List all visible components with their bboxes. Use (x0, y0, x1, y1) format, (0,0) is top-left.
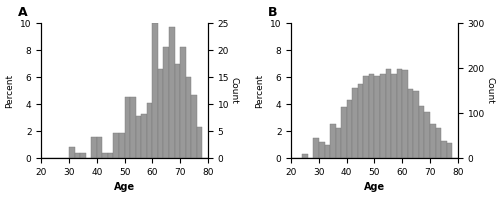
Bar (169, 27, 174, 158)
Bar (358, 84, 364, 158)
Bar (391, 74, 396, 158)
Bar (302, 154, 308, 158)
Bar (346, 100, 352, 158)
Bar (158, 69, 164, 158)
Bar (186, 77, 191, 158)
Bar (408, 89, 414, 158)
Bar (352, 88, 358, 158)
Bar (314, 138, 319, 158)
Bar (341, 107, 346, 158)
Bar (191, 95, 196, 158)
Bar (386, 69, 391, 158)
Bar (180, 48, 186, 158)
Bar (364, 76, 369, 158)
Bar (330, 124, 336, 158)
Bar (124, 97, 130, 158)
Y-axis label: Count: Count (486, 77, 494, 104)
Bar (108, 153, 114, 158)
Bar (324, 145, 330, 158)
Bar (69, 147, 74, 158)
Bar (419, 106, 424, 158)
Bar (414, 91, 419, 158)
Bar (380, 74, 386, 158)
Bar (97, 137, 102, 158)
Bar (174, 64, 180, 158)
Bar (319, 142, 324, 158)
Bar (80, 153, 86, 158)
Bar (441, 141, 446, 158)
Bar (396, 69, 402, 158)
Text: A: A (18, 6, 28, 19)
Bar (336, 129, 341, 158)
Bar (430, 124, 436, 158)
Y-axis label: Percent: Percent (6, 74, 15, 108)
Bar (196, 127, 202, 158)
Bar (74, 153, 80, 158)
Bar (369, 74, 374, 158)
Bar (446, 143, 452, 158)
Bar (119, 132, 124, 158)
Bar (141, 114, 147, 158)
Bar (136, 116, 141, 158)
Y-axis label: Count: Count (230, 77, 239, 104)
X-axis label: Age: Age (114, 182, 135, 192)
Bar (424, 112, 430, 158)
Text: B: B (268, 6, 278, 19)
Bar (152, 23, 158, 158)
Y-axis label: Percent: Percent (256, 74, 264, 108)
Bar (147, 103, 152, 158)
Bar (436, 129, 441, 158)
Bar (164, 48, 169, 158)
Bar (92, 137, 97, 158)
Bar (402, 70, 408, 158)
Bar (130, 97, 136, 158)
Bar (374, 76, 380, 158)
X-axis label: Age: Age (364, 182, 385, 192)
Bar (102, 153, 108, 158)
Bar (114, 132, 119, 158)
